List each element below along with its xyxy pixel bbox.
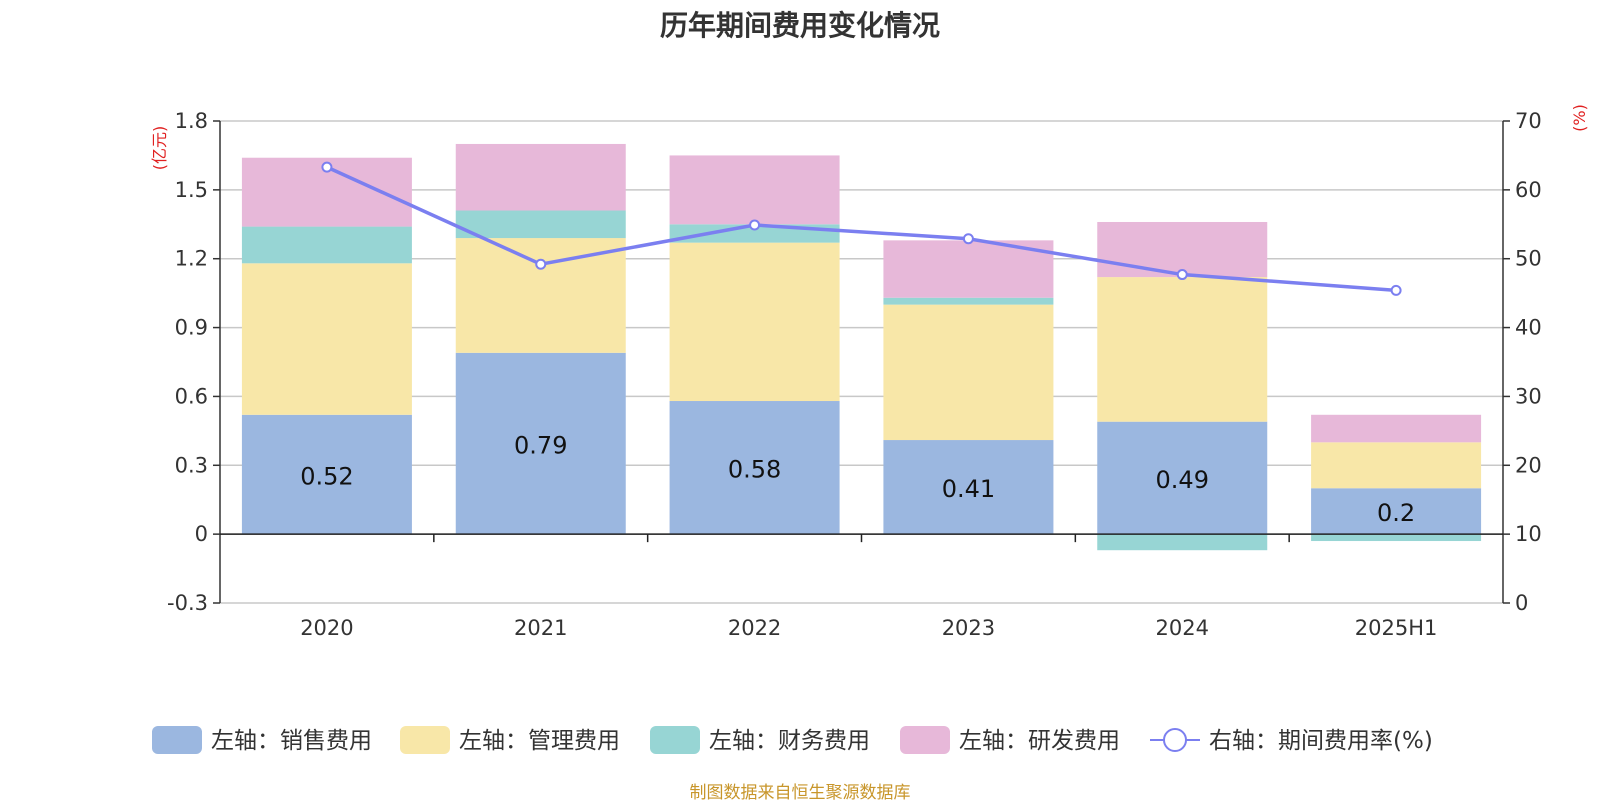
data-label: 0.41: [942, 475, 995, 503]
bar-series: [241, 143, 1482, 551]
axes: -0.3 0 0.3 0.6 0.9 1.2 1.5 1.8 0 10 20 30 40 50 60 70 (亿…: [150, 104, 1589, 640]
left-axis-tick-label: 0.9: [175, 316, 208, 340]
rate-point: [535, 258, 547, 270]
bar-segment-2: [669, 401, 840, 535]
category-label: 2022: [728, 616, 781, 640]
category-label: 2025H1: [1355, 616, 1438, 640]
right-axis-tick-label: 10: [1515, 522, 1542, 546]
left-axis-tick-label: 0.6: [175, 384, 208, 408]
right-axis-tick-label: 30: [1515, 384, 1542, 408]
bar-segment-5: [1311, 414, 1482, 443]
rate-point: [321, 161, 333, 173]
grid-lines: [220, 120, 1503, 604]
left-axis-tick-label: 0.3: [175, 453, 208, 477]
bar-segment-1: [455, 238, 626, 353]
legend-label: 左轴：财务费用: [709, 728, 870, 754]
bar-segment-3: [883, 440, 1054, 535]
bar-segment-2: [669, 242, 840, 402]
left-axis-unit: (亿元): [150, 126, 169, 171]
bar-segment-4: [1097, 534, 1268, 551]
legend-circle-icon: [1163, 728, 1187, 752]
rate-point: [1390, 284, 1402, 296]
legend-label: 右轴：期间费用率(%): [1209, 728, 1433, 754]
bar-segment-5: [1311, 534, 1482, 542]
bar-segment-5: [1311, 488, 1482, 535]
left-axis-tick-label: 1.8: [175, 109, 208, 133]
left-axis-tick-label: 1.5: [175, 178, 208, 202]
right-axis-tick-label: 40: [1515, 316, 1542, 340]
legend-label: 左轴：研发费用: [959, 728, 1120, 754]
bar-segment-1: [455, 352, 626, 535]
legend-swatch: [400, 726, 450, 754]
left-axis-tick-label: 1.2: [175, 247, 208, 271]
bar-segment-1: [455, 210, 626, 239]
data-label: 0.58: [728, 456, 781, 484]
legend-swatch: [900, 726, 950, 754]
legend-label: 左轴：销售费用: [211, 728, 372, 754]
bar-segment-0: [241, 263, 412, 415]
left-axis-tick-label: 0: [195, 522, 208, 546]
bar-segment-4: [1097, 277, 1268, 422]
bar-segment-1: [455, 143, 626, 211]
right-axis-tick-label: 20: [1515, 453, 1542, 477]
chart-title: 历年期间费用变化情况: [659, 9, 940, 42]
legend-label: 左轴：管理费用: [459, 728, 620, 754]
category-label: 2020: [300, 616, 353, 640]
rate-point: [962, 233, 974, 245]
left-axis-tick-label: -0.3: [167, 591, 208, 615]
rate-point: [749, 219, 761, 231]
right-axis-tick-label: 0: [1515, 591, 1528, 615]
right-axis-unit: (%): [1570, 104, 1589, 132]
category-label: 2021: [514, 616, 567, 640]
data-label: 0.79: [514, 431, 567, 459]
rate-point: [1176, 269, 1188, 281]
bar-segment-0: [241, 414, 412, 535]
data-label: 0.49: [1156, 466, 1209, 494]
legend: 左轴：销售费用 左轴：管理费用 左轴：财务费用 左轴：研发费用 右轴：期间费用率(%): [152, 726, 1433, 754]
right-axis-tick-label: 50: [1515, 247, 1542, 271]
bar-segment-5: [1311, 442, 1482, 489]
category-label: 2023: [942, 616, 995, 640]
bar-segment-4: [1097, 421, 1268, 535]
bar-segment-4: [1097, 221, 1268, 278]
category-label: 2024: [1156, 616, 1209, 640]
bar-segment-3: [883, 304, 1054, 441]
rate-line: [326, 165, 1397, 293]
right-axis-tick-label: 70: [1515, 109, 1542, 133]
bar-segment-2: [669, 155, 840, 225]
right-axis-tick-label: 60: [1515, 178, 1542, 202]
legend-swatch: [650, 726, 700, 754]
bar-segment-0: [241, 226, 412, 264]
data-labels: 0.52 0.79 0.58 0.41 0.49 0.2: [300, 431, 1415, 527]
bar-segment-3: [883, 297, 1054, 305]
data-label: 0.52: [300, 462, 353, 490]
line-series: [321, 161, 1402, 296]
data-label: 0.2: [1377, 499, 1415, 527]
legend-swatch: [152, 726, 202, 754]
source-note: 制图数据来自恒生聚源数据库: [689, 783, 911, 803]
